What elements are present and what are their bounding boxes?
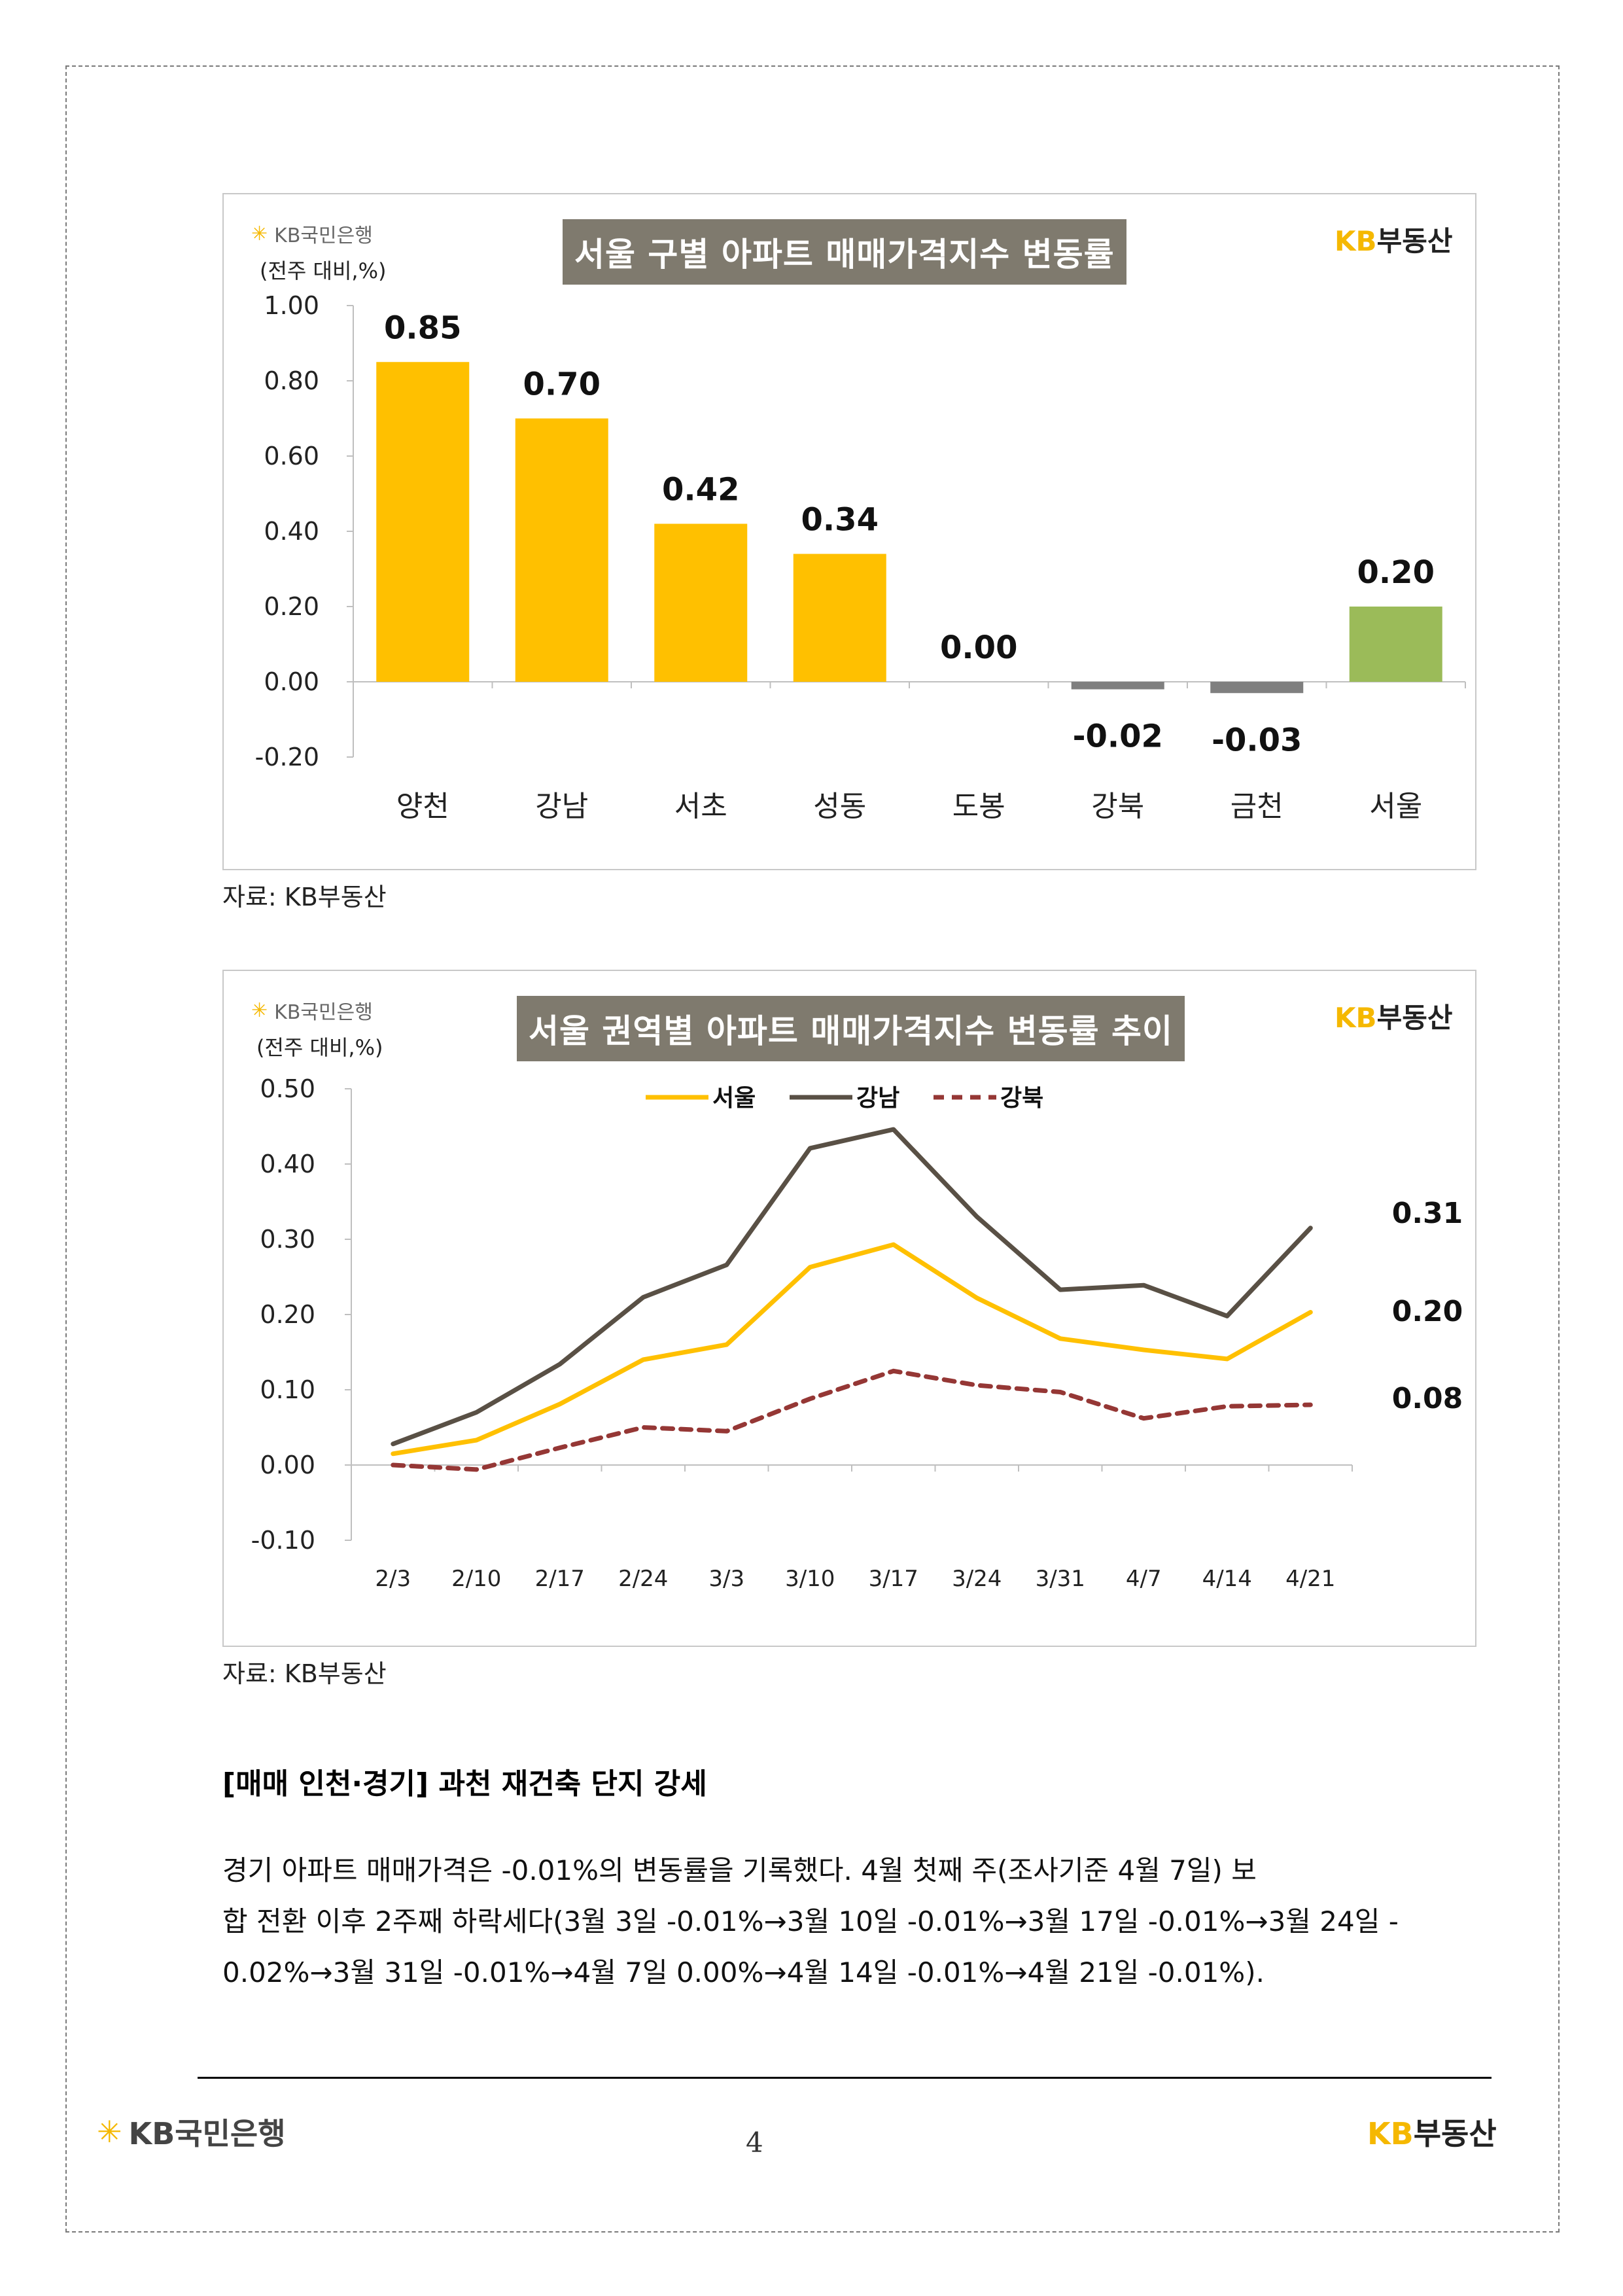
- x-category-label: 강남: [535, 790, 588, 823]
- body-paragraph-line-3: 0.02%→3월 31일 -0.01%→4월 7일 0.00%→4월 14일 -…: [222, 1956, 1265, 1988]
- kb-bank-logo-text: KB국민은행: [274, 224, 373, 247]
- legend-label: 서울: [712, 1085, 756, 1112]
- y-tick-label: 0.20: [264, 592, 319, 621]
- x-category-label: 양천: [396, 790, 449, 823]
- bar-value-label: -0.03: [1212, 722, 1302, 758]
- body-paragraph-line-1: 경기 아파트 매매가격은 -0.01%의 변동률을 기록했다. 4월 첫째 주(…: [222, 1854, 1257, 1886]
- x-category-label: 서울: [1369, 790, 1422, 823]
- footer-kb-bank-logo-text: KB국민은행: [128, 2116, 286, 2151]
- kb-realestate-logo: KB부동산: [1335, 996, 1452, 1036]
- footer-kb-realestate-logo-text: 부동산: [1413, 2116, 1497, 2151]
- series-end-value-label: 0.08: [1392, 1382, 1463, 1415]
- x-tick-label: 2/10: [451, 1566, 501, 1592]
- bar-value-label: 0.20: [1357, 554, 1435, 591]
- line-chart-unit-label: (전주 대비,%): [256, 1035, 383, 1060]
- section-heading: [매매 인천·경기] 과천 재건축 단지 강세: [222, 1767, 707, 1801]
- x-tick-label: 2/17: [535, 1566, 585, 1592]
- bar-양천: [376, 362, 470, 682]
- x-tick-label: 2/24: [618, 1566, 668, 1592]
- kb-realestate-logo-kb: KB: [1335, 225, 1377, 257]
- bar-value-label: 0.85: [384, 309, 461, 346]
- bar-chart-title: 서울 구별 아파트 매매가격지수 변동률: [563, 219, 1126, 285]
- kb-bank-logo-text: KB국민은행: [274, 1001, 373, 1024]
- y-tick-label: 0.00: [264, 667, 319, 696]
- bar-강북: [1071, 682, 1164, 690]
- footer-kb-realestate-logo: KB부동산: [1367, 2110, 1497, 2153]
- x-tick-label: 2/3: [375, 1566, 411, 1592]
- bar-서초: [654, 523, 748, 682]
- x-category-label: 도봉: [952, 790, 1005, 823]
- footer-kb-realestate-logo-kb: KB: [1367, 2116, 1414, 2151]
- legend-label: 강남: [856, 1085, 899, 1112]
- y-tick-label: 0.40: [260, 1150, 315, 1178]
- bar-chart-unit-label: (전주 대비,%): [260, 258, 387, 283]
- y-tick-label: 0.00: [260, 1451, 315, 1479]
- x-category-label: 금천: [1230, 790, 1283, 823]
- x-tick-label: 3/24: [952, 1566, 1002, 1592]
- series-end-value-label: 0.20: [1392, 1295, 1463, 1328]
- series-line-강남: [391, 1127, 1313, 1447]
- y-tick-label: 0.40: [264, 517, 319, 546]
- bar-성동: [793, 554, 886, 682]
- kb-bank-logo: ✳ KB국민은행: [251, 219, 373, 248]
- bar-chart-svg: 1.00 0.80 0.60 0.40 0.20 0.00 -0.20 0.85 양천 0.70 강…: [255, 291, 1466, 823]
- y-tick-label: 0.60: [264, 442, 319, 470]
- bar-value-label: 0.34: [801, 502, 879, 539]
- y-tick-label: -0.10: [251, 1526, 315, 1555]
- kb-realestate-logo-text: 부동산: [1376, 1002, 1453, 1034]
- x-category-label: 성동: [813, 790, 866, 823]
- bar-value-label: 0.42: [662, 472, 739, 508]
- y-tick-label: -0.20: [255, 743, 319, 771]
- bar-서울: [1349, 607, 1442, 682]
- kb-bank-logo: ✳ KB국민은행: [251, 996, 373, 1025]
- series-end-value-label: 0.31: [1392, 1197, 1463, 1230]
- x-tick-label: 4/21: [1285, 1566, 1335, 1592]
- y-tick-label: 0.20: [260, 1300, 315, 1329]
- y-tick-label: 0.80: [264, 366, 319, 395]
- y-tick-label: 1.00: [264, 291, 319, 320]
- bar-value-label: -0.02: [1073, 718, 1163, 755]
- bar-chart-source: 자료: KB부동산: [222, 883, 387, 911]
- kb-star-icon: ✳: [97, 2114, 122, 2149]
- y-tick-label: 0.10: [260, 1375, 315, 1404]
- body-paragraph-line-2: 합 전환 이후 2주째 하락세다(3월 3일 -0.01%→3월 10일 -0.…: [222, 1905, 1399, 1937]
- bar-value-label: 0.70: [523, 366, 601, 403]
- footer-divider: [198, 2077, 1492, 2079]
- kb-star-icon: ✳: [251, 222, 268, 245]
- line-chart-source: 자료: KB부동산: [222, 1659, 387, 1688]
- x-tick-label: 3/17: [869, 1566, 918, 1592]
- y-tick-label: 0.50: [260, 1074, 315, 1103]
- line-chart-panel: ✳ KB국민은행 (전주 대비,%) 서울 권역별 아파트 매매가격지수 변동률…: [222, 970, 1476, 1647]
- x-category-label: 서초: [674, 790, 727, 823]
- kb-star-icon: ✳: [251, 998, 268, 1022]
- x-tick-label: 3/10: [785, 1566, 835, 1592]
- line-chart-title: 서울 권역별 아파트 매매가격지수 변동률 추이: [517, 996, 1185, 1061]
- kb-realestate-logo-text: 부동산: [1376, 225, 1453, 257]
- page-number: 4: [746, 2127, 763, 2159]
- x-tick-label: 4/7: [1126, 1566, 1162, 1592]
- series-line-서울: [391, 1242, 1313, 1457]
- page-border: [65, 65, 1560, 2233]
- kb-realestate-logo-kb: KB: [1335, 1002, 1377, 1034]
- line-chart-svg: 0.50 0.40 0.30 0.20 0.10 0.00 -0.10 2/3 2/10 2/17…: [251, 1074, 1463, 1592]
- bar-chart-panel: ✳ KB국민은행 (전주 대비,%) 서울 구별 아파트 매매가격지수 변동률 …: [222, 193, 1476, 870]
- x-tick-label: 3/3: [708, 1566, 744, 1592]
- x-tick-label: 3/31: [1036, 1566, 1085, 1592]
- legend-label: 강북: [1000, 1085, 1043, 1112]
- bar-강남: [515, 418, 608, 682]
- x-tick-label: 4/14: [1202, 1566, 1252, 1592]
- bar-value-label: 0.00: [940, 629, 1017, 666]
- series-line-강북: [391, 1368, 1313, 1472]
- kb-realestate-logo: KB부동산: [1335, 219, 1452, 259]
- bar-금천: [1210, 682, 1304, 694]
- footer-kb-bank-logo: ✳ KB국민은행: [97, 2110, 286, 2153]
- x-category-label: 강북: [1091, 790, 1144, 823]
- y-tick-label: 0.30: [260, 1225, 315, 1254]
